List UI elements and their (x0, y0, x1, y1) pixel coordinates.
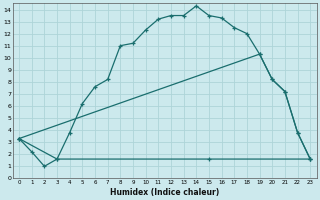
X-axis label: Humidex (Indice chaleur): Humidex (Indice chaleur) (110, 188, 219, 197)
